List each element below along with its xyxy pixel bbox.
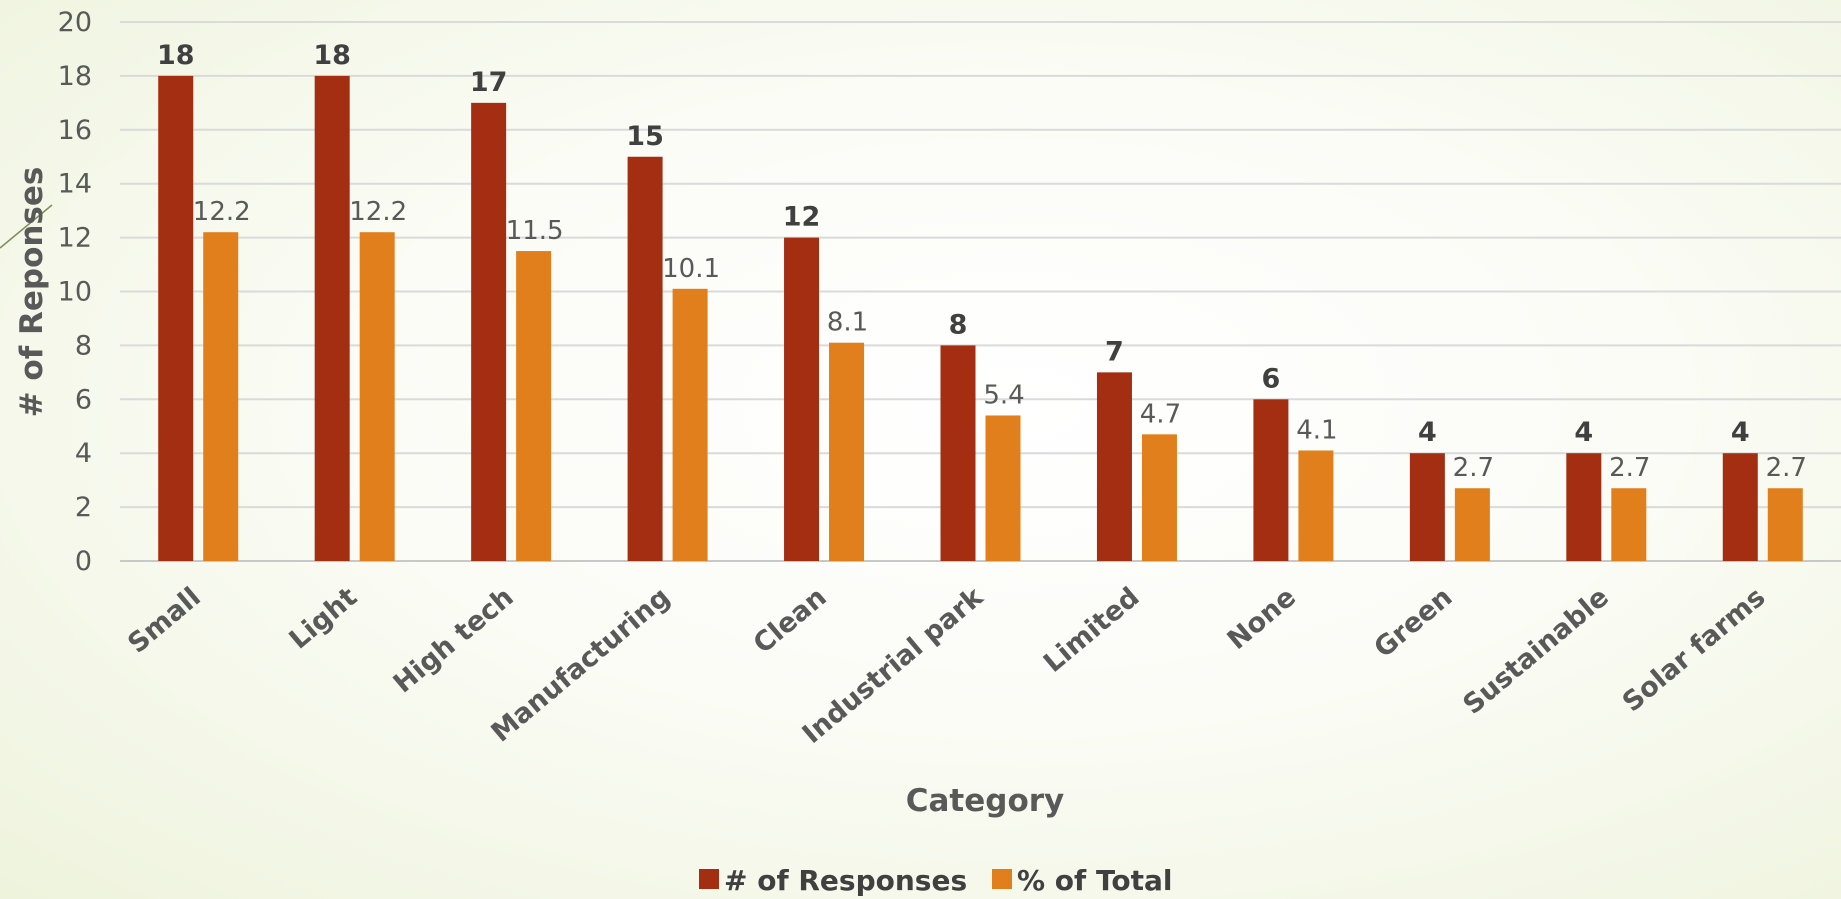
bar-percent [829,342,865,561]
x-category-label: None [1222,582,1302,656]
bar-responses [1253,399,1289,561]
y-tick-label: 14 [58,169,92,200]
legend-label-percent: % of Total [1017,864,1172,897]
data-label-responses: 12 [783,202,821,233]
bar-responses [471,102,507,561]
data-label-responses: 4 [1731,417,1750,448]
data-label-responses: 7 [1105,336,1124,367]
data-label-responses: 17 [470,67,508,98]
gridlines [120,21,1841,562]
bar-responses [1409,453,1445,561]
bar-responses [940,345,976,561]
decorative-corner-line [0,204,53,249]
legend-swatch-responses [699,869,719,889]
data-label-percent: 10.1 [662,254,720,284]
y-axis-ticks: 0 2 4 6 8 10 12 14 16 18 20 [58,7,92,577]
data-label-percent: 12.2 [349,197,407,227]
y-tick-label: 18 [58,61,92,92]
y-tick-label: 12 [58,223,92,254]
data-label-percent: 12.2 [193,197,251,227]
bar-percent [1611,488,1647,561]
data-label-responses: 4 [1418,417,1437,448]
data-label-responses: 18 [313,40,351,71]
bar-percent [516,251,552,561]
bar-percent [985,415,1021,561]
y-tick-label: 6 [75,384,92,415]
bar-percent [672,288,708,561]
bar-percent [1141,434,1177,561]
y-tick-label: 10 [58,277,92,308]
data-label-responses: 18 [157,40,195,71]
legend-label-responses: # of Responses [724,864,967,897]
data-label-percent: 2.7 [1609,453,1650,483]
data-label-percent: 2.7 [1766,453,1807,483]
data-label-percent: 8.1 [827,308,868,338]
bar-percent [203,232,239,561]
data-label-percent: 4.7 [1140,399,1181,429]
bar-percent [1767,488,1803,561]
y-tick-label: 0 [75,546,92,577]
data-label-percent: 5.4 [983,380,1024,410]
x-category-label: Small [122,582,207,660]
bar-percent [1298,450,1334,561]
y-tick-label: 4 [75,438,92,469]
data-label-responses: 6 [1262,363,1281,394]
bar-percent [1454,488,1490,561]
bar-responses [784,237,820,561]
x-category-label: Solar farms [1617,582,1771,719]
data-label-responses: 4 [1574,417,1593,448]
data-label-percent: 4.1 [1296,416,1337,446]
bar-responses [158,75,194,562]
data-label-responses: 8 [949,309,968,340]
bar-responses [1566,453,1602,561]
data-labels: 18 12.2 18 12.2 17 11.5 15 10.1 12 8.1 8 5.4 7 4.7 6 4.… [157,40,1807,483]
y-tick-label: 20 [58,7,92,38]
x-category-label: Sustainable [1457,582,1614,721]
x-category-label: High tech [388,582,520,700]
legend-swatch-percent [992,869,1012,889]
bar-responses [1722,453,1758,561]
legend: # of Responses % of Total [699,864,1172,897]
data-label-responses: 15 [626,121,664,152]
y-tick-label: 8 [75,330,92,361]
y-tick-label: 2 [75,492,92,523]
bar-percent [359,232,395,561]
x-axis-title: Category [906,783,1065,819]
bar-responses [314,75,350,562]
y-axis-title: # of Reponses [14,167,50,418]
x-category-label: Light [284,582,364,656]
x-category-label: Green [1368,582,1458,664]
data-label-percent: 2.7 [1453,453,1494,483]
x-category-label: Clean [748,582,833,660]
x-category-label: Limited [1038,582,1146,679]
bar-responses [1096,372,1132,561]
bars [158,75,1803,562]
data-label-percent: 11.5 [506,216,564,246]
y-tick-label: 16 [58,115,92,146]
bar-responses [627,156,663,561]
